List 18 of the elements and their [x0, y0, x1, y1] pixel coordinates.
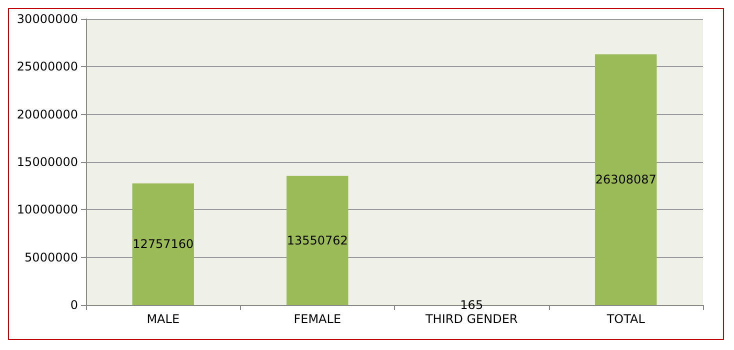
bar [286, 176, 348, 305]
y-tick-label: 30000000 [16, 12, 78, 26]
bar [132, 183, 194, 305]
bar [595, 54, 657, 305]
y-tick-label: 25000000 [16, 60, 78, 74]
data-label: 26308087 [595, 172, 656, 187]
x-tick-label: THIRD GENDER [424, 312, 518, 326]
x-tick-label: FEMALE [294, 312, 342, 326]
y-tick-label: 0 [70, 298, 78, 312]
data-label: 12757160 [132, 237, 194, 252]
data-label: 165 [460, 298, 484, 312]
data-label: 13550762 [286, 233, 348, 248]
y-tick-label: 15000000 [16, 155, 78, 169]
x-tick-label: MALE [146, 312, 180, 326]
y-tick-label: 10000000 [16, 202, 78, 217]
y-tick-label: 20000000 [16, 107, 78, 122]
x-tick-label: TOTAL [606, 312, 646, 326]
y-tick-label: 5000000 [24, 250, 78, 264]
